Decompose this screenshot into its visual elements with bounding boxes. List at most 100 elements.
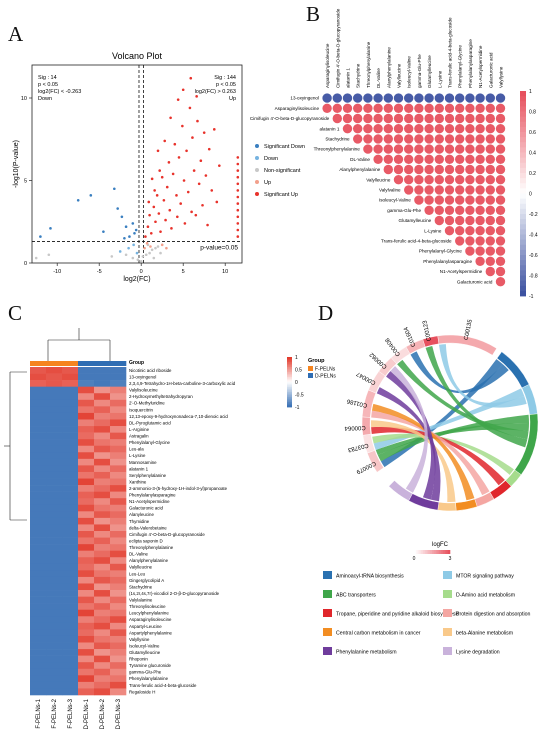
colorbar-segment — [287, 390, 292, 393]
heatmap-cell — [78, 445, 95, 453]
correlation-cell — [332, 113, 342, 124]
heatmap-cell — [30, 570, 47, 578]
data-point — [176, 215, 179, 219]
heatmap-cell — [62, 681, 79, 689]
heatmap-cell — [46, 590, 63, 597]
heatmap-cell — [110, 445, 127, 453]
correlation-cell — [465, 236, 475, 246]
correlation-cell — [455, 164, 465, 175]
heatmap-cell — [94, 629, 111, 637]
correlation-cell — [434, 134, 444, 144]
data-point — [210, 189, 214, 192]
data-point — [102, 230, 105, 233]
compound-sector — [437, 334, 497, 356]
heatmap-cell — [30, 478, 47, 486]
row-label: Valylleucine — [366, 177, 391, 182]
heatmap-cell — [110, 596, 127, 604]
colorbar-segment — [287, 388, 292, 391]
row-label: Valyllysine — [129, 637, 150, 642]
heatmap-cell — [94, 380, 111, 387]
data-point — [124, 225, 128, 228]
correlation-cell — [465, 195, 475, 205]
correlation-cell — [434, 215, 444, 226]
data-point — [150, 248, 154, 252]
colorbar-segment — [520, 234, 526, 241]
heatmap-cell — [62, 419, 79, 427]
heatmap-cell — [78, 491, 95, 499]
data-point — [135, 251, 139, 255]
correlation-cell — [393, 113, 404, 124]
correlation-cell — [495, 226, 506, 236]
group-annotation-bar — [78, 361, 95, 366]
row-label: Threonylphenylalanine — [314, 147, 361, 152]
colorbar-segment — [520, 162, 526, 169]
column-label: F-PELNs-2 — [52, 698, 58, 728]
compound-label: C00135 — [464, 318, 474, 340]
correlation-cell — [485, 205, 495, 215]
group-annotation-bar — [46, 361, 63, 366]
heatmap-cell — [110, 393, 127, 401]
data-point — [118, 250, 122, 253]
colorbar-segment — [287, 402, 292, 405]
correlation-cell — [444, 93, 455, 103]
correlation-cell — [455, 124, 465, 134]
column-label: Trans-ferulic acid-4-beta-glucoside — [448, 17, 453, 88]
colorbar-tick-label: 1 — [295, 355, 298, 361]
row-label: N1-Acetylspermidine — [129, 499, 170, 504]
heatmap-cell — [30, 439, 47, 447]
group-legend-label: D-PELNs — [315, 374, 336, 380]
legend-marker — [255, 192, 259, 196]
heatmap-cell — [78, 616, 95, 624]
correlation-cell — [485, 154, 495, 164]
heatmap-cell — [110, 544, 127, 551]
heatmap-cell — [62, 570, 79, 578]
colorbar-segment — [520, 106, 526, 112]
logfc-colorbar-title: logFC — [432, 542, 449, 548]
logfc-colorbar-segment — [448, 550, 451, 554]
correlation-cell — [444, 103, 455, 113]
correlation-cell — [363, 144, 373, 154]
data-point — [177, 156, 181, 159]
data-point — [199, 159, 203, 162]
compound-label: C00123 — [422, 319, 433, 341]
y-tick-label: 5 — [24, 179, 27, 185]
row-label: Regaloside H — [129, 689, 155, 694]
data-point — [159, 251, 162, 255]
row-label: Aspartyl-Leucine — [129, 624, 162, 629]
row-label: Cimifugin 4'-O-beta-D-glucopyranoside — [129, 532, 205, 537]
legend-marker — [255, 168, 259, 172]
heatmap-cell — [110, 616, 127, 624]
correlation-cell — [465, 175, 475, 185]
correlation-cell — [363, 113, 373, 124]
volcano-title: Volcano Plot — [112, 51, 163, 61]
correlation-cell — [465, 144, 475, 154]
pathway-legend-swatch — [443, 590, 452, 598]
heatmap-cell — [62, 590, 79, 597]
heatmap-cell — [30, 668, 47, 676]
correlation-cell — [444, 175, 455, 185]
correlation-cell — [434, 124, 444, 134]
heatmap-cell — [30, 412, 47, 420]
logfc-colorbar-segment — [419, 550, 422, 554]
heatmap-cell — [46, 439, 63, 447]
correlation-cell — [404, 124, 414, 134]
correlation-cell — [383, 154, 393, 164]
data-point — [218, 164, 221, 167]
row-label: Tyramine glucuronide — [129, 663, 172, 668]
pathway-sector — [455, 498, 478, 511]
correlation-cell — [485, 256, 495, 266]
colorbar-segment — [520, 147, 526, 153]
heatmap-cell — [110, 550, 127, 558]
correlation-cell — [475, 256, 485, 266]
heatmap-cell — [46, 622, 63, 630]
column-label: Asparaginylisoleucine — [325, 43, 330, 88]
heatmap-cell — [30, 557, 47, 565]
heatmap-cell — [46, 603, 63, 611]
heatmap-cell — [78, 452, 95, 460]
data-point — [236, 215, 240, 219]
correlation-cell — [495, 266, 506, 277]
heatmap-cell — [110, 426, 127, 433]
data-point — [185, 149, 188, 153]
correlation-cell — [383, 134, 393, 144]
